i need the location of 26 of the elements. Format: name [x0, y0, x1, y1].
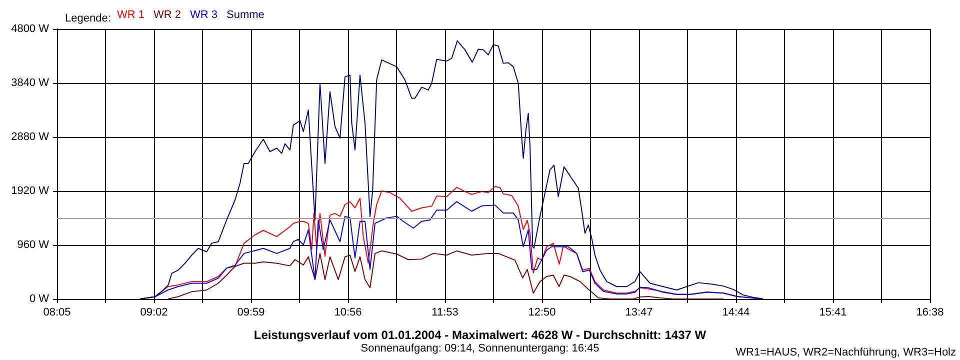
x-tick-label: 11:53 — [432, 306, 458, 318]
line-series — [139, 40, 764, 300]
y-tick-label: 4800 W — [11, 23, 50, 35]
y-tick-label: 960 W — [17, 239, 50, 251]
text: WR 1 — [117, 9, 144, 21]
y-tick-label: 0 W — [29, 293, 50, 305]
y-tick-label: 2880 W — [11, 131, 50, 143]
x-tick-label: 12:50 — [528, 306, 556, 318]
text: Leistungsverlauf vom 01.01.2004 - Maximalwert: 4628 W - Durchschnitt: 1437 W — [254, 328, 707, 342]
legend-title: Legende: — [65, 12, 111, 24]
x-tick-label: 10:56 — [334, 306, 362, 318]
x-tick-label: 14:44 — [722, 306, 750, 318]
line-series — [167, 250, 724, 300]
text: WR1=HAUS, WR2=Nachführung, WR3=Holz — [736, 346, 956, 358]
text: WR 2 — [154, 9, 181, 21]
text: Summe — [226, 9, 264, 21]
x-tick-label: 16:38 — [916, 306, 944, 318]
x-tick-label: 09:59 — [237, 306, 265, 318]
x-tick-label: 15:41 — [819, 306, 847, 318]
y-tick-label: 3840 W — [11, 77, 50, 89]
x-tick-label: 08:05 — [43, 306, 71, 318]
x-tick-label: 09:02 — [140, 306, 168, 318]
text: WR 3 — [190, 9, 218, 21]
x-tick-label: 13:47 — [625, 306, 653, 318]
text: Sonnenaufgang: 09:14, Sonnenuntergang: 16:45 — [360, 342, 600, 354]
y-tick-label: 1920 W — [11, 185, 50, 197]
